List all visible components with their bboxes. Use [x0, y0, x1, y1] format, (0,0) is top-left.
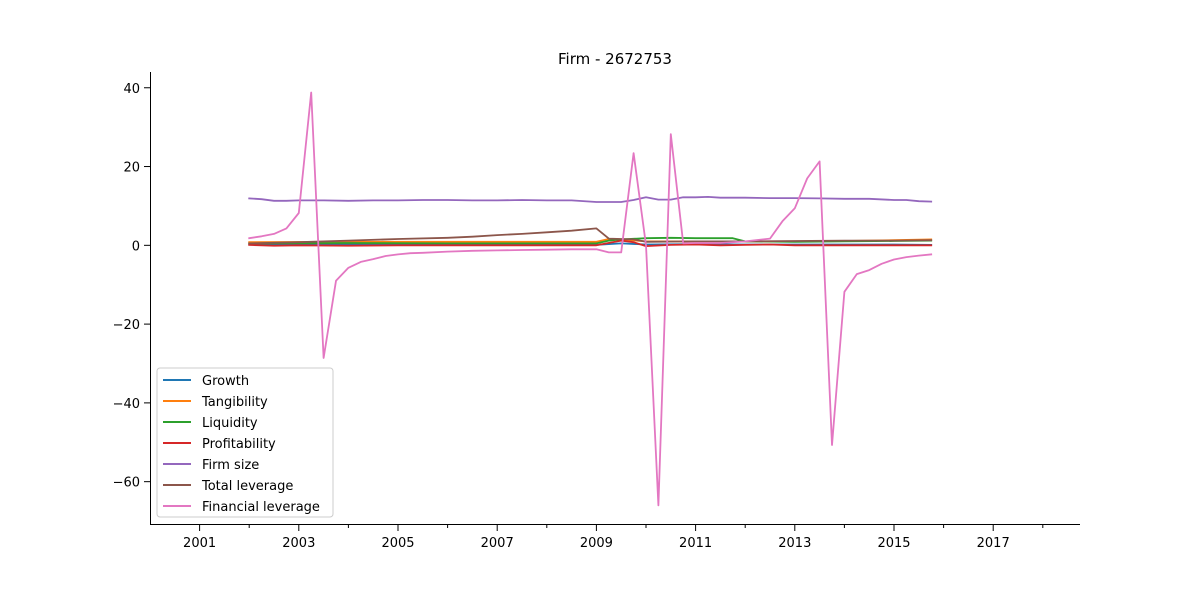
x-tick-label: 2011 [679, 536, 712, 551]
x-tick-label: 2009 [580, 536, 613, 551]
y-tick-label: 40 [123, 82, 140, 97]
x-tick-label: 2005 [381, 536, 414, 551]
x-tick-label: 2013 [778, 536, 811, 551]
plot-lines [248, 91, 933, 507]
legend-label-1: Tangibility [201, 395, 268, 410]
legend-items: Growth Tangibility Liquidity Profitability F… [163, 374, 320, 515]
x-tick-label: 2015 [877, 536, 910, 551]
y-tick-label: −20 [113, 318, 140, 333]
x-tick-label: 2003 [282, 536, 315, 551]
y-tick-label: −60 [113, 476, 140, 491]
legend-label-0: Growth [202, 374, 249, 389]
y-tick-label: −40 [113, 397, 140, 412]
legend-label-2: Liquidity [202, 416, 258, 431]
series-line-6 [248, 91, 933, 507]
legend-label-4: Firm size [202, 458, 259, 473]
x-tick-label: 2007 [481, 536, 514, 551]
axes [150, 72, 1080, 525]
legend-frame [156, 367, 334, 518]
legend-label-5: Total leverage [201, 479, 293, 494]
series-line-5 [248, 227, 933, 245]
series-line-3 [248, 239, 933, 248]
legend-label-3: Profitability [202, 437, 276, 452]
series-line-4 [248, 195, 933, 203]
y-tick-label: 20 [123, 161, 140, 176]
legend-label-6: Financial leverage [202, 500, 320, 515]
legend: Growth Tangibility Liquidity Profitability F… [156, 367, 334, 518]
y-tick-label: 0 [132, 239, 140, 254]
chart-title: Firm - 2672753 [558, 50, 672, 68]
x-tick-label: 2017 [977, 536, 1010, 551]
x-tick-label: 2001 [183, 536, 216, 551]
y-ticks: −60 −40 −20 0 20 40 [113, 82, 150, 491]
x-ticks: 2001 2003 2005 2007 2009 2011 2013 2015 2017 [183, 525, 1044, 551]
